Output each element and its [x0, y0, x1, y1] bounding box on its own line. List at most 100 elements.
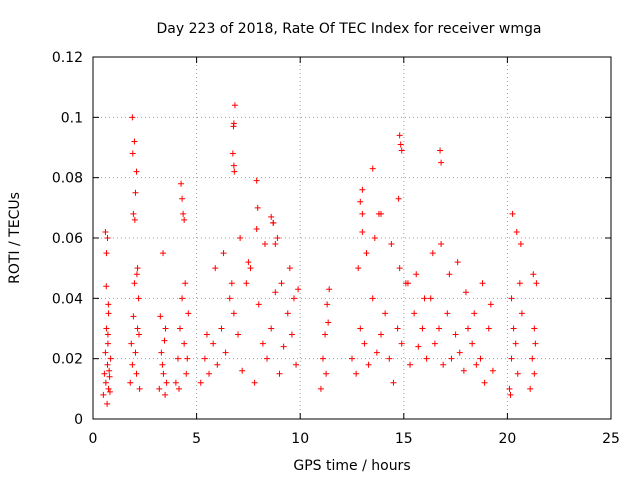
- x-tick-label: 10: [291, 431, 309, 447]
- data-point: [361, 340, 368, 347]
- data-point: [398, 340, 405, 347]
- data-point: [278, 280, 285, 287]
- data-point: [295, 286, 302, 293]
- y-tick-label: 0.1: [61, 110, 83, 126]
- data-point: [274, 235, 281, 241]
- data-point: [251, 379, 258, 386]
- data-point: [230, 162, 237, 169]
- data-point: [131, 280, 138, 287]
- data-point: [415, 343, 422, 350]
- data-point: [378, 210, 385, 217]
- data-point: [290, 295, 297, 302]
- data-point: [129, 150, 136, 157]
- data-point: [132, 189, 139, 196]
- data-point: [507, 391, 514, 398]
- data-point: [448, 355, 455, 362]
- y-tick-label: 0.04: [52, 291, 83, 307]
- x-tick-label: 0: [89, 431, 98, 447]
- data-point: [512, 340, 519, 347]
- data-point: [106, 388, 113, 395]
- data-point: [378, 331, 385, 338]
- data-point: [373, 349, 380, 356]
- data-point: [272, 241, 279, 248]
- data-point: [506, 385, 513, 392]
- x-tick-label: 15: [395, 431, 413, 447]
- data-point: [106, 367, 113, 374]
- data-point: [128, 340, 135, 347]
- data-point: [228, 280, 235, 287]
- data-point: [444, 310, 451, 317]
- data-point: [181, 216, 188, 223]
- data-point: [133, 168, 140, 175]
- axis-ticks: 0 5 10 15 20 25 0 0.02 0.04 0.06 0.08 0.1 0.12: [52, 50, 620, 447]
- y-tick-label: 0: [74, 412, 83, 428]
- data-point: [105, 310, 112, 317]
- data-point: [179, 295, 186, 302]
- data-point: [178, 180, 185, 187]
- data-point: [280, 343, 287, 350]
- data-point: [210, 340, 217, 347]
- data-point: [530, 271, 537, 278]
- data-point: [101, 370, 108, 377]
- y-axis-label: ROTI / TECUs: [7, 192, 23, 284]
- data-point: [423, 355, 430, 362]
- data-point: [531, 370, 538, 377]
- data-point: [132, 349, 139, 356]
- data-point: [212, 265, 219, 272]
- y-tick-label: 0.02: [52, 352, 83, 368]
- data-point: [272, 289, 279, 296]
- data-point: [518, 310, 525, 317]
- data-point: [230, 123, 237, 130]
- data-point: [184, 355, 191, 362]
- data-point: [105, 301, 112, 308]
- data-point: [462, 289, 469, 296]
- data-point: [533, 280, 540, 287]
- data-point: [160, 370, 167, 377]
- data-point: [388, 241, 395, 248]
- data-point: [286, 265, 293, 272]
- data-point: [365, 361, 372, 368]
- data-point: [161, 337, 168, 344]
- data-point: [437, 147, 444, 154]
- data-point: [103, 325, 110, 332]
- data-point: [245, 259, 252, 266]
- data-point: [485, 325, 492, 332]
- data-point: [133, 271, 140, 278]
- data-point: [456, 349, 463, 356]
- data-point: [253, 177, 260, 184]
- data-point: [231, 168, 238, 175]
- data-point: [396, 265, 403, 272]
- data-point: [179, 195, 186, 202]
- data-points: [100, 102, 540, 407]
- data-point: [487, 301, 494, 308]
- data-point: [104, 361, 111, 368]
- data-point: [183, 370, 190, 377]
- data-point: [185, 310, 192, 317]
- data-point: [270, 219, 277, 226]
- data-point: [102, 228, 109, 235]
- data-point: [131, 216, 138, 223]
- data-point: [255, 301, 262, 308]
- data-point: [419, 325, 426, 332]
- data-point: [162, 325, 169, 332]
- data-point: [107, 355, 114, 362]
- data-point: [134, 325, 141, 332]
- data-point: [319, 355, 326, 362]
- data-point: [460, 367, 467, 374]
- data-point: [222, 349, 229, 356]
- data-point: [473, 361, 480, 368]
- data-point: [325, 319, 332, 326]
- data-point: [322, 331, 329, 338]
- data-point: [103, 250, 110, 257]
- data-point: [127, 379, 134, 386]
- data-point: [239, 367, 246, 374]
- grid: [93, 57, 611, 419]
- data-point: [421, 295, 428, 302]
- data-point: [284, 310, 291, 317]
- data-point: [243, 280, 250, 287]
- data-point: [253, 225, 260, 232]
- data-point: [104, 400, 111, 407]
- data-point: [359, 228, 366, 235]
- data-point: [159, 361, 166, 368]
- data-point: [160, 250, 167, 257]
